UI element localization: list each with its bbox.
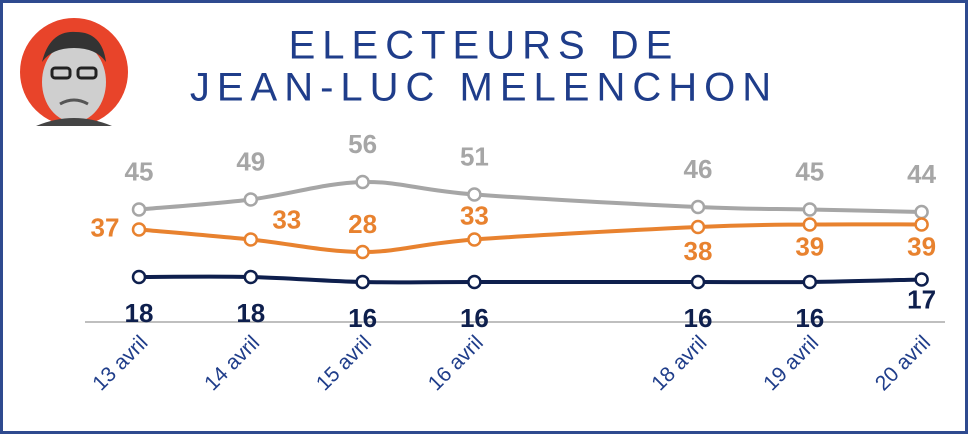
- point: [914, 272, 929, 287]
- point: [243, 192, 259, 207]
- value-label: 28: [348, 209, 377, 239]
- value-label: 45: [795, 156, 824, 186]
- point: [690, 219, 706, 235]
- point: [243, 232, 259, 247]
- value-label: 33: [460, 200, 489, 230]
- value-label: 33: [272, 204, 301, 234]
- portrait: [20, 18, 128, 126]
- chart-title: JEAN-LUC MELENCHON: [190, 66, 778, 110]
- value-label: 44: [907, 159, 936, 189]
- value-label: 17: [907, 284, 936, 314]
- point: [802, 274, 818, 290]
- value-label: 16: [684, 303, 713, 333]
- point: [690, 199, 706, 215]
- point: [467, 232, 482, 247]
- value-label: 46: [684, 154, 713, 184]
- value-label: 39: [907, 231, 936, 261]
- point: [802, 202, 818, 217]
- point: [914, 204, 929, 220]
- value-label: 56: [348, 129, 377, 159]
- value-label: 39: [795, 231, 824, 261]
- chart-title: ELECTEURS DE: [289, 24, 680, 68]
- value-label: 16: [348, 303, 377, 333]
- value-label: 49: [236, 146, 265, 176]
- value-label: 38: [684, 236, 713, 266]
- point: [690, 274, 706, 290]
- value-label: 51: [460, 141, 489, 171]
- value-label: 45: [125, 156, 154, 186]
- point: [802, 217, 818, 232]
- point: [355, 274, 370, 290]
- point: [914, 217, 929, 232]
- point: [131, 202, 147, 217]
- value-label: 37: [91, 212, 120, 242]
- point: [131, 222, 147, 237]
- point: [355, 244, 370, 260]
- value-label: 16: [795, 303, 824, 333]
- point: [467, 274, 482, 290]
- point: [243, 269, 259, 285]
- value-label: 18: [236, 298, 265, 328]
- point: [467, 187, 482, 202]
- point: [131, 269, 147, 285]
- value-label: 16: [460, 303, 489, 333]
- value-label: 18: [125, 298, 154, 328]
- point: [355, 174, 370, 190]
